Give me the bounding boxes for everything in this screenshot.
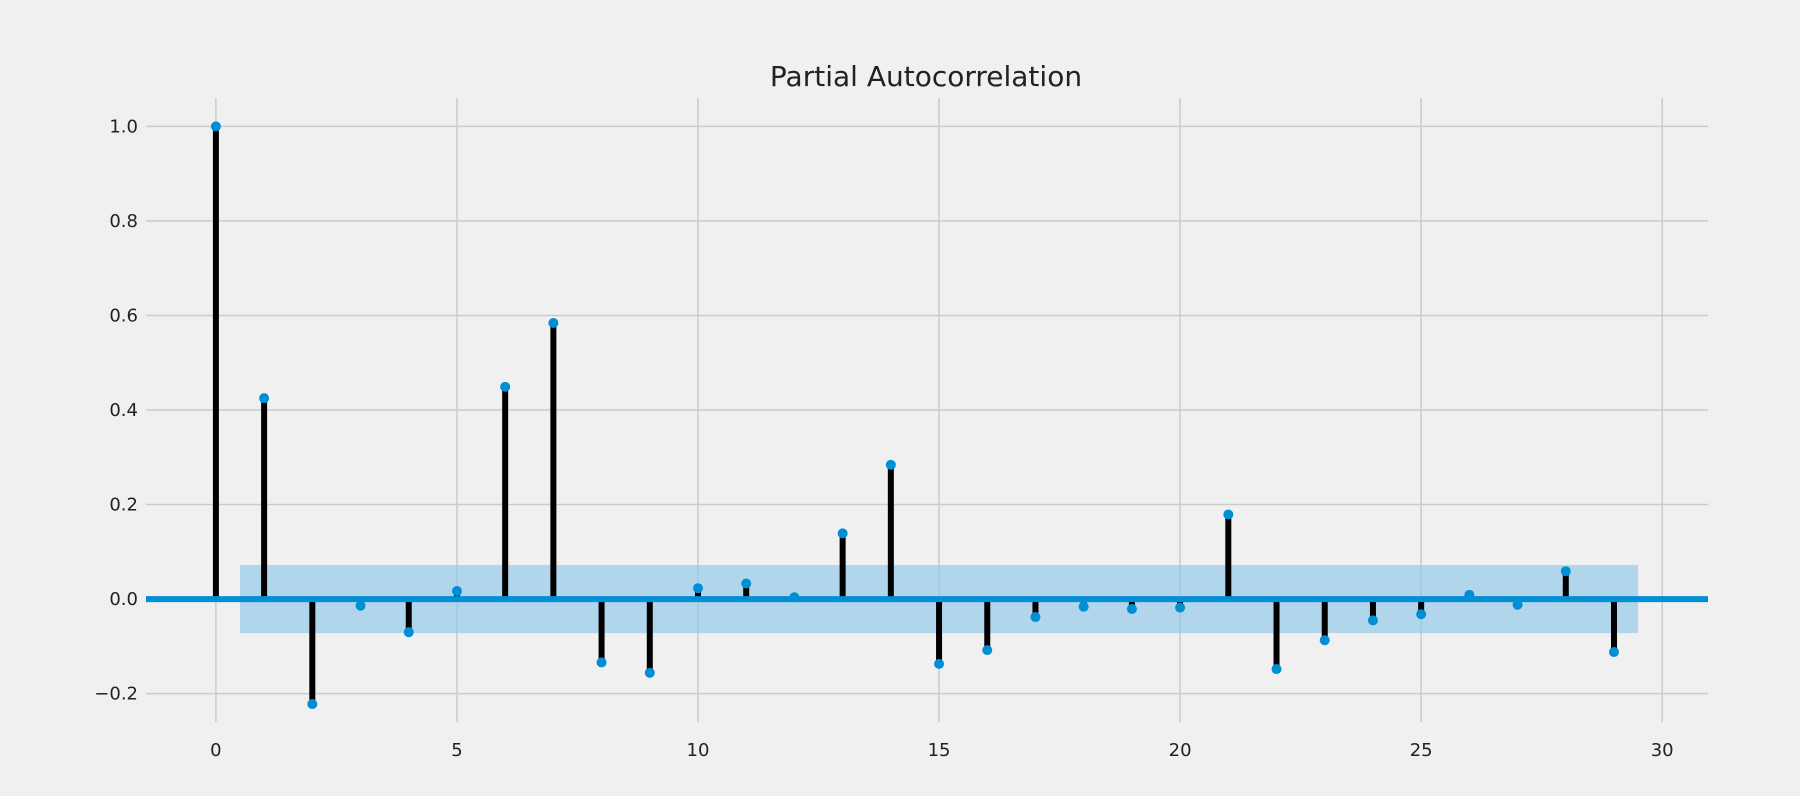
y-tick-label-1: 0.0: [109, 589, 138, 610]
x-tick-label-3: 15: [928, 740, 951, 761]
y-tick-label-2: 0.2: [109, 495, 138, 516]
marker-lag-23: [1319, 635, 1330, 646]
marker-lag-3: [355, 600, 366, 611]
tick-labels: 0 5 10 15 20 25 30 −0.2 0.0 0.2 0.4 0.6 0.8 1.0: [94, 116, 1673, 761]
marker-lag-11: [741, 578, 752, 589]
marker-lag-21: [1223, 509, 1234, 520]
marker-lag-2: [307, 699, 318, 710]
marker-lag-20: [1175, 602, 1186, 613]
marker-lag-17: [1030, 612, 1041, 623]
marker-lag-25: [1416, 609, 1427, 620]
x-tick-label-1: 5: [451, 740, 462, 761]
markers: [210, 121, 1619, 710]
marker-lag-1: [259, 393, 270, 404]
marker-lag-10: [693, 583, 704, 594]
x-tick-label-0: 0: [210, 740, 221, 761]
marker-lag-29: [1608, 647, 1619, 658]
x-tick-label-4: 20: [1169, 740, 1192, 761]
y-tick-label-0: −0.2: [94, 684, 138, 705]
marker-lag-9: [644, 667, 655, 678]
marker-lag-18: [1078, 601, 1089, 612]
marker-lag-6: [500, 381, 511, 392]
marker-lag-22: [1271, 664, 1282, 675]
grid-lines: [146, 98, 1708, 722]
y-tick-label-6: 1.0: [109, 116, 138, 137]
x-tick-label-2: 10: [687, 740, 710, 761]
marker-lag-14: [885, 459, 896, 470]
y-tick-label-5: 0.8: [109, 211, 138, 232]
marker-lag-26: [1464, 589, 1475, 600]
marker-lag-7: [548, 318, 559, 329]
marker-lag-13: [837, 528, 848, 539]
x-tick-label-5: 25: [1410, 740, 1433, 761]
marker-lag-27: [1512, 599, 1523, 610]
y-tick-label-4: 0.6: [109, 305, 138, 326]
marker-lag-28: [1560, 566, 1571, 577]
chart-title: Partial Autocorrelation: [770, 60, 1082, 93]
marker-lag-5: [451, 586, 462, 597]
marker-lag-12: [789, 592, 800, 603]
marker-lag-8: [596, 657, 607, 668]
y-tick-label-3: 0.4: [109, 400, 138, 421]
marker-lag-4: [403, 627, 414, 638]
x-tick-label-6: 30: [1651, 740, 1674, 761]
marker-lag-19: [1126, 604, 1137, 615]
marker-lag-0: [210, 121, 221, 132]
marker-lag-15: [934, 658, 945, 669]
marker-lag-24: [1367, 615, 1378, 626]
marker-lag-16: [982, 645, 993, 656]
